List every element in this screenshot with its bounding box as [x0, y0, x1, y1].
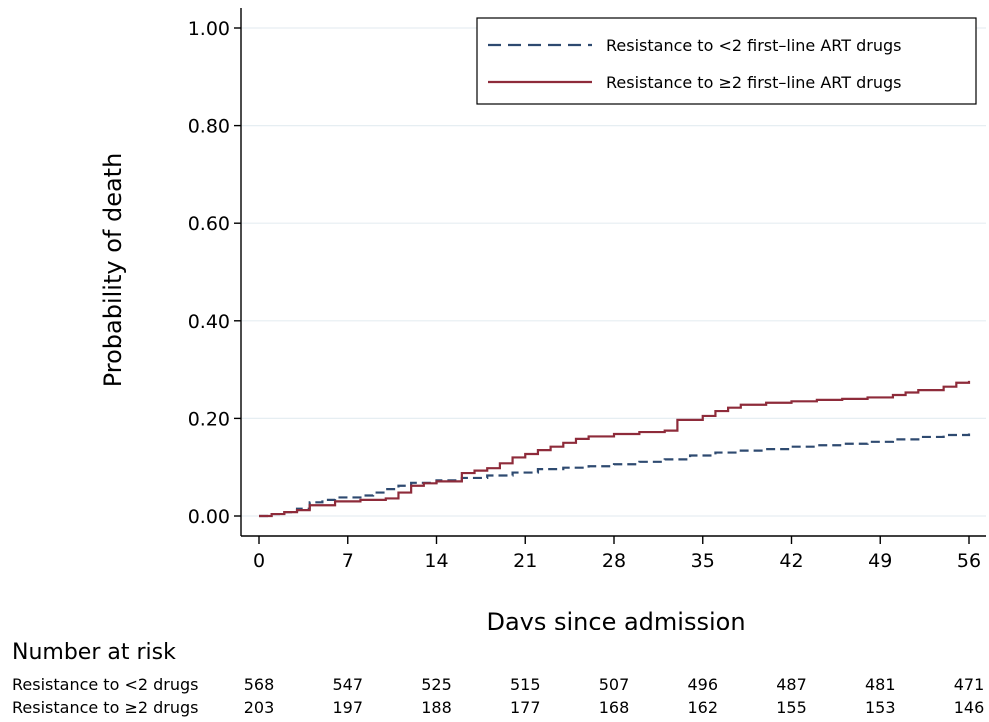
risk-cell: 507 [598, 675, 630, 694]
risk-row-label: Resistance to ≥2 drugs [12, 698, 199, 717]
risk-row: Resistance to <2 drugs 568 547 525 515 507 496… [0, 675, 989, 697]
risk-cell: 525 [421, 675, 452, 694]
x-tick-label: 56 [957, 550, 981, 572]
legend-label-2: Resistance to ≥2 first–line ART drugs [606, 73, 901, 92]
y-tick-label: 0.60 [188, 213, 230, 235]
km-chart: 0.00 0.20 0.40 0.60 0.80 1.00 0 7 14 21 28 35 42 49 56… [99, 8, 986, 630]
legend-box [476, 17, 977, 105]
series-lines [259, 380, 971, 518]
risk-cell: 515 [509, 675, 541, 694]
risk-row: Resistance to ≥2 drugs 203 197 188 177 168 162… [0, 698, 989, 720]
x-tick-label: 28 [602, 550, 626, 572]
x-tick-label: 0 [253, 550, 265, 572]
risk-row-label: Resistance to <2 drugs [12, 675, 199, 694]
x-tick-label: 21 [513, 550, 537, 572]
legend: Resistance to <2 first–line ART drugs Res… [476, 17, 977, 105]
x-tick-label: 42 [779, 550, 803, 572]
risk-table-title: Number at risk [12, 640, 176, 665]
risk-cell: 155 [776, 698, 807, 717]
series-line-1 [259, 433, 971, 518]
x-tick-label: 49 [868, 550, 892, 572]
risk-cell: 162 [687, 698, 719, 717]
risk-cell: 496 [687, 675, 719, 694]
x-tick-label: 7 [342, 550, 354, 572]
y-axis-title: Probability of death [99, 153, 127, 388]
risk-cell: 481 [864, 675, 896, 694]
x-tick-label: 35 [691, 550, 715, 572]
risk-cell: 487 [776, 675, 807, 694]
y-tick-label: 0.20 [188, 408, 230, 430]
risk-cell: 188 [421, 698, 452, 717]
risk-cell: 197 [332, 698, 364, 717]
risk-cell: 568 [243, 675, 275, 694]
x-tick-label: 14 [424, 550, 448, 572]
y-tick-label: 0.00 [188, 506, 230, 528]
risk-cell: 547 [332, 675, 364, 694]
risk-cell: 153 [864, 698, 896, 717]
axes: 0.00 0.20 0.40 0.60 0.80 1.00 0 7 14 21 28 35 42 49 56 [188, 8, 986, 572]
legend-label-1: Resistance to <2 first–line ART drugs [606, 36, 901, 55]
risk-cell: 471 [953, 675, 985, 694]
risk-cell: 146 [953, 698, 985, 717]
series-line-2 [259, 380, 971, 518]
y-tick-label: 1.00 [188, 18, 230, 40]
y-tick-label: 0.40 [188, 311, 230, 333]
risk-cell: 168 [598, 698, 630, 717]
y-tick-label: 0.80 [188, 116, 230, 138]
x-axis-title: Days since admission [486, 608, 745, 630]
risk-cell: 177 [509, 698, 541, 717]
risk-cell: 203 [243, 698, 275, 717]
